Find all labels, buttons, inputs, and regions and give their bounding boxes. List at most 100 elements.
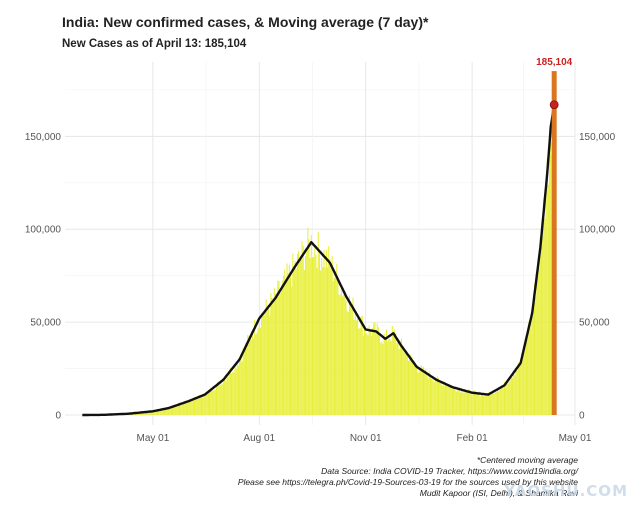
daily-bar (235, 368, 237, 415)
daily-bar (315, 254, 317, 415)
daily-bar (540, 227, 542, 415)
daily-bar (255, 334, 257, 415)
watermark: YAOSHU.COM (504, 482, 628, 500)
daily-bar (350, 305, 352, 415)
daily-bar (266, 307, 268, 415)
daily-bar (478, 391, 480, 415)
daily-bar (412, 361, 414, 415)
daily-bar (433, 382, 435, 415)
daily-bar (156, 409, 159, 415)
daily-bar (141, 412, 144, 415)
daily-bar (436, 376, 438, 415)
daily-bar (440, 381, 442, 415)
daily-bar (396, 342, 398, 415)
daily-bar (159, 409, 161, 415)
daily-bar (399, 340, 401, 415)
daily-bar (476, 391, 478, 415)
daily-bar (262, 315, 264, 415)
daily-bar (380, 343, 382, 415)
daily-bar (206, 391, 208, 415)
daily-bar (232, 371, 234, 415)
daily-bar (471, 395, 473, 415)
daily-bar (185, 403, 187, 415)
daily-bar (480, 394, 482, 415)
daily-bar (289, 275, 292, 415)
daily-bar (339, 294, 341, 415)
daily-bar (301, 241, 303, 415)
daily-bar (528, 321, 530, 415)
daily-bar (442, 383, 444, 415)
daily-bar (481, 393, 484, 415)
daily-bar (394, 329, 396, 415)
daily-bar (340, 287, 342, 415)
daily-bar (226, 376, 228, 415)
daily-bar (365, 334, 367, 415)
daily-bar (361, 315, 363, 415)
daily-bar (364, 326, 366, 415)
footnote-line: Mudit Kapoor (ISI, Delhi), & Shamika Rav… (419, 488, 578, 498)
daily-bar (524, 338, 526, 415)
daily-bar (429, 377, 431, 415)
daily-bar (187, 401, 189, 415)
daily-bar (298, 250, 300, 415)
daily-bar (197, 398, 199, 415)
daily-bar (529, 328, 531, 415)
daily-bar (205, 392, 207, 415)
daily-bar (325, 249, 327, 415)
daily-bar (180, 404, 182, 415)
daily-bar (518, 365, 521, 415)
daily-bar (451, 386, 453, 415)
daily-bar (161, 409, 163, 415)
daily-bar (225, 380, 227, 415)
daily-bar (389, 339, 391, 415)
daily-bar (241, 361, 243, 415)
daily-bar (463, 392, 465, 415)
daily-bar (286, 263, 288, 415)
daily-bar (459, 392, 462, 415)
daily-bar (448, 385, 450, 415)
daily-bar (543, 199, 545, 415)
daily-bar (390, 341, 392, 415)
daily-bar (345, 300, 347, 415)
daily-bar (351, 304, 353, 415)
daily-bar (310, 234, 312, 415)
daily-bar (308, 239, 310, 415)
footnote-line: Data Source: India COVID-19 Tracker, htt… (321, 466, 578, 476)
daily-bar (252, 338, 255, 415)
daily-bar (329, 259, 331, 415)
daily-bar (527, 337, 529, 415)
y-tick-label-left: 150,000 (25, 132, 62, 143)
daily-bar (381, 341, 383, 415)
daily-bar (537, 269, 539, 415)
daily-bar (263, 315, 265, 415)
daily-bar (323, 250, 325, 415)
daily-bar (335, 277, 337, 415)
daily-bar (419, 370, 421, 415)
daily-bar (316, 267, 318, 415)
daily-bar (405, 351, 407, 415)
daily-bar (501, 386, 503, 415)
daily-bar (387, 341, 389, 415)
daily-bar (188, 400, 190, 415)
daily-bar (314, 244, 316, 415)
daily-bar (175, 406, 177, 415)
daily-bar (414, 363, 416, 415)
daily-bar (359, 328, 361, 415)
daily-bar (234, 363, 236, 415)
daily-bar (318, 250, 320, 415)
daily-bar (457, 388, 459, 415)
daily-bar (406, 352, 408, 415)
daily-bar (152, 411, 154, 415)
latest-bar (551, 71, 557, 415)
daily-bar (464, 391, 466, 415)
daily-bar (247, 334, 249, 415)
daily-bar (277, 280, 279, 415)
daily-bar (438, 378, 440, 415)
daily-bar (491, 391, 493, 415)
daily-bar (231, 373, 233, 415)
daily-bar (251, 335, 253, 415)
daily-bar (243, 350, 245, 415)
daily-bar (269, 315, 271, 415)
daily-bar (302, 245, 304, 415)
daily-bar (195, 397, 197, 415)
